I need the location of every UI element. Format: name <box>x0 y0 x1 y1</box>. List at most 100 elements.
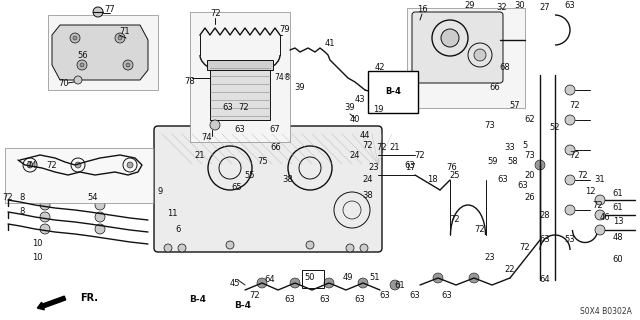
Text: 41: 41 <box>324 39 335 49</box>
Text: 11: 11 <box>167 210 177 219</box>
Circle shape <box>95 200 105 210</box>
Circle shape <box>257 278 267 288</box>
Circle shape <box>40 212 50 222</box>
Text: 39: 39 <box>345 103 355 113</box>
Text: 72: 72 <box>520 244 531 252</box>
Text: 23: 23 <box>369 164 380 172</box>
Circle shape <box>441 29 459 47</box>
Text: 61: 61 <box>395 281 405 290</box>
Circle shape <box>565 175 575 185</box>
Polygon shape <box>52 25 148 80</box>
Circle shape <box>360 244 368 252</box>
Circle shape <box>226 241 234 249</box>
Text: 42: 42 <box>375 63 385 73</box>
Text: 74: 74 <box>202 133 212 142</box>
Circle shape <box>80 63 84 67</box>
Circle shape <box>75 162 81 168</box>
Text: 63: 63 <box>498 175 508 185</box>
Circle shape <box>44 164 52 172</box>
Circle shape <box>595 195 605 205</box>
Text: 62: 62 <box>525 116 535 124</box>
Circle shape <box>346 244 354 252</box>
Circle shape <box>390 280 400 290</box>
Text: 54: 54 <box>88 194 99 203</box>
Circle shape <box>95 224 105 234</box>
Text: 67: 67 <box>269 125 280 134</box>
Circle shape <box>210 120 220 130</box>
Circle shape <box>93 7 103 17</box>
Text: 40: 40 <box>349 116 360 124</box>
Text: 70: 70 <box>59 79 69 89</box>
Text: 63: 63 <box>355 295 365 305</box>
Text: B-4: B-4 <box>189 295 207 305</box>
Text: 63: 63 <box>564 1 575 10</box>
Text: 63: 63 <box>410 291 420 300</box>
Circle shape <box>433 273 443 283</box>
Bar <box>302 270 324 288</box>
Text: 44: 44 <box>360 131 371 140</box>
Text: 72: 72 <box>593 201 604 210</box>
Text: 60: 60 <box>612 255 623 265</box>
Circle shape <box>95 212 105 222</box>
Text: 66: 66 <box>271 143 282 153</box>
Text: 9: 9 <box>157 188 163 196</box>
Circle shape <box>70 33 80 43</box>
Text: 23: 23 <box>484 253 495 262</box>
Circle shape <box>565 85 575 95</box>
Text: 78: 78 <box>184 77 195 86</box>
Circle shape <box>324 278 334 288</box>
Text: 12: 12 <box>585 188 595 196</box>
Bar <box>210 65 270 120</box>
Bar <box>5 148 153 203</box>
Text: 72: 72 <box>377 143 387 153</box>
Circle shape <box>565 145 575 155</box>
Text: 72: 72 <box>47 161 58 170</box>
Text: 10: 10 <box>32 239 42 249</box>
Text: 17: 17 <box>404 164 415 172</box>
Text: 74: 74 <box>27 161 37 170</box>
Text: 74®: 74® <box>275 74 292 83</box>
Circle shape <box>118 36 122 40</box>
Circle shape <box>469 273 479 283</box>
Text: 72: 72 <box>3 194 13 203</box>
Text: 16: 16 <box>417 5 428 14</box>
Text: 26: 26 <box>525 194 535 203</box>
Text: 49: 49 <box>343 274 353 283</box>
Text: 57: 57 <box>509 100 520 109</box>
Text: 61: 61 <box>612 204 623 212</box>
Text: 8: 8 <box>19 194 25 203</box>
Circle shape <box>73 36 77 40</box>
Text: 38: 38 <box>283 175 293 185</box>
Circle shape <box>115 33 125 43</box>
Text: 21: 21 <box>195 150 205 159</box>
Circle shape <box>565 205 575 215</box>
Text: 59: 59 <box>488 157 499 166</box>
Text: 63: 63 <box>223 103 234 113</box>
Text: 8: 8 <box>19 207 25 217</box>
Text: 72: 72 <box>450 215 460 225</box>
Text: 72: 72 <box>363 140 373 149</box>
Text: 5: 5 <box>522 140 527 149</box>
Circle shape <box>358 278 368 288</box>
Text: 6: 6 <box>175 226 180 235</box>
Text: S0X4 B0302A: S0X4 B0302A <box>580 308 632 316</box>
Text: 18: 18 <box>427 175 437 185</box>
Text: 48: 48 <box>612 233 623 242</box>
Text: 24: 24 <box>363 175 373 185</box>
Text: 53: 53 <box>564 236 575 244</box>
Circle shape <box>178 244 186 252</box>
Text: 72: 72 <box>211 10 221 19</box>
Text: 46: 46 <box>600 213 611 222</box>
FancyBboxPatch shape <box>154 126 382 252</box>
Circle shape <box>126 63 130 67</box>
Bar <box>207 60 273 70</box>
Text: 63: 63 <box>404 161 415 170</box>
Text: 24: 24 <box>349 150 360 159</box>
Text: 72: 72 <box>570 150 580 159</box>
Text: 77: 77 <box>104 5 115 14</box>
Bar <box>407 8 525 108</box>
Text: 68: 68 <box>500 63 510 73</box>
Text: 75: 75 <box>258 157 268 166</box>
Text: 73: 73 <box>484 121 495 130</box>
Text: 63: 63 <box>285 295 296 305</box>
